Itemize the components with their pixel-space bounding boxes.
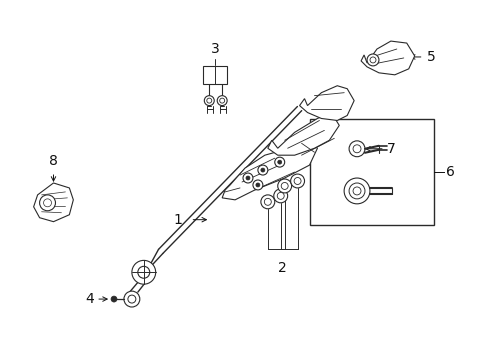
Polygon shape: [34, 183, 73, 222]
Circle shape: [274, 157, 284, 167]
Circle shape: [245, 176, 249, 180]
Circle shape: [204, 96, 214, 105]
Text: 6: 6: [445, 165, 453, 179]
Circle shape: [352, 145, 360, 153]
Circle shape: [352, 187, 360, 195]
Circle shape: [293, 177, 301, 184]
Circle shape: [366, 54, 378, 66]
Circle shape: [252, 180, 263, 190]
Circle shape: [257, 165, 267, 175]
Circle shape: [260, 168, 264, 172]
Bar: [203, 66, 226, 84]
Circle shape: [277, 179, 291, 193]
Circle shape: [123, 291, 140, 307]
Circle shape: [260, 195, 274, 209]
Circle shape: [264, 198, 271, 205]
Bar: [309, 119, 433, 225]
Text: 4: 4: [85, 292, 94, 306]
Circle shape: [138, 266, 149, 278]
Circle shape: [217, 96, 226, 105]
Circle shape: [132, 260, 155, 284]
Circle shape: [369, 57, 375, 63]
Circle shape: [344, 178, 369, 204]
Circle shape: [111, 296, 117, 302]
Circle shape: [243, 173, 252, 183]
Circle shape: [43, 199, 51, 207]
Polygon shape: [360, 41, 414, 75]
Circle shape: [273, 189, 287, 203]
Circle shape: [281, 183, 287, 189]
Circle shape: [128, 295, 136, 303]
Circle shape: [40, 195, 55, 211]
Circle shape: [255, 183, 259, 187]
Circle shape: [348, 141, 364, 157]
Text: 8: 8: [49, 154, 58, 168]
Polygon shape: [267, 113, 339, 155]
Text: 1: 1: [173, 213, 182, 227]
Circle shape: [348, 183, 364, 199]
Circle shape: [219, 98, 224, 103]
Polygon shape: [299, 86, 353, 121]
Text: 5: 5: [426, 50, 434, 64]
Circle shape: [277, 160, 281, 164]
Text: 2: 2: [278, 261, 286, 275]
Polygon shape: [222, 138, 317, 200]
Text: 7: 7: [386, 142, 395, 156]
Circle shape: [206, 98, 211, 103]
Circle shape: [277, 192, 284, 199]
Text: 3: 3: [210, 42, 219, 56]
Circle shape: [290, 174, 304, 188]
